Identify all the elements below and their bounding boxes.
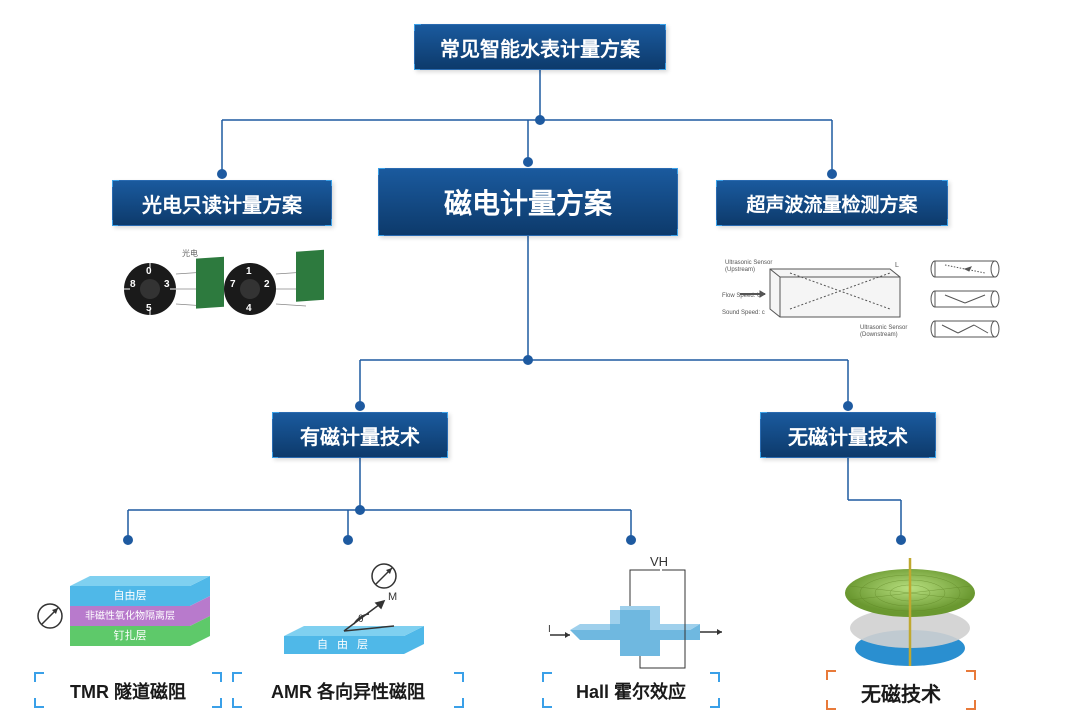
svg-text:Ultrasonic Sensor: Ultrasonic Sensor (725, 260, 772, 266)
illus-photoelectric: 0 3 5 8 1 2 4 7 光电 (120, 244, 340, 334)
svg-text:0: 0 (146, 266, 152, 277)
tmr-layer1-label: 自由层 (114, 588, 147, 602)
illus-hall: I VH (530, 550, 740, 676)
leaf-tmr: TMR 隧道磁阻 (38, 678, 218, 704)
hall-vh-label: VH (650, 554, 668, 569)
svg-text:θ: θ (358, 614, 364, 625)
leaf-hall-label: Hall 霍尔效应 (576, 682, 686, 702)
svg-text:M: M (388, 591, 397, 603)
svg-text:(Upstream): (Upstream) (725, 267, 755, 273)
svg-text:5: 5 (146, 303, 152, 314)
svg-text:L: L (895, 262, 899, 269)
svg-text:7: 7 (230, 279, 236, 290)
svg-text:Ultrasonic Sensor: Ultrasonic Sensor (860, 325, 907, 331)
node-with-magnetic-label: 有磁计量技术 (300, 421, 420, 450)
tmr-layer2-label: 非磁性氧化物隔离层 (85, 609, 175, 622)
leaf-hall: Hall 霍尔效应 (546, 678, 716, 704)
node-photoelectric: 光电只读计量方案 (112, 180, 332, 226)
illus-ultrasonic: L Ultrasonic Sensor (Upstream) Flow Spee… (720, 244, 1020, 344)
svg-text:3: 3 (164, 279, 170, 290)
node-with-magnetic: 有磁计量技术 (272, 412, 448, 458)
node-magnetoelectric: 磁电计量方案 (378, 168, 678, 236)
node-photoelectric-label: 光电只读计量方案 (142, 189, 302, 218)
illus-tmr: 自由层 非磁性氧化物隔离层 钉扎层 (30, 556, 230, 676)
svg-text:4: 4 (246, 303, 252, 314)
node-ultrasonic-label: 超声波流量检测方案 (746, 190, 917, 217)
svg-text:(Downstream): (Downstream) (860, 332, 898, 338)
amr-layer-label: 自 由 层 (317, 637, 371, 651)
svg-text:光电: 光电 (182, 248, 198, 258)
node-magnetoelectric-label: 磁电计量方案 (444, 182, 612, 222)
tmr-layer3-label: 钉扎层 (114, 628, 147, 642)
illus-nomag (820, 548, 1000, 678)
node-root-label: 常见智能水表计量方案 (440, 33, 640, 62)
svg-text:1: 1 (246, 266, 252, 277)
illus-amr: 自 由 层 M θ (254, 556, 454, 676)
leaf-nomagtech-label: 无磁技术 (861, 684, 941, 706)
svg-text:Sound Speed: c: Sound Speed: c (722, 310, 765, 316)
node-root: 常见智能水表计量方案 (414, 24, 666, 70)
svg-text:Flow Speed: U: Flow Speed: U (722, 293, 761, 299)
leaf-amr: AMR 各向异性磁阻 (236, 678, 460, 704)
leaf-amr-label: AMR 各向异性磁阻 (271, 682, 425, 702)
node-no-magnetic: 无磁计量技术 (760, 412, 936, 458)
node-ultrasonic: 超声波流量检测方案 (716, 180, 948, 226)
svg-text:2: 2 (264, 279, 270, 290)
svg-text:8: 8 (130, 279, 136, 290)
leaf-tmr-label: TMR 隧道磁阻 (70, 682, 186, 702)
node-no-magnetic-label: 无磁计量技术 (788, 421, 908, 450)
leaf-nomagtech: 无磁技术 (836, 678, 966, 707)
svg-text:I: I (548, 624, 551, 635)
